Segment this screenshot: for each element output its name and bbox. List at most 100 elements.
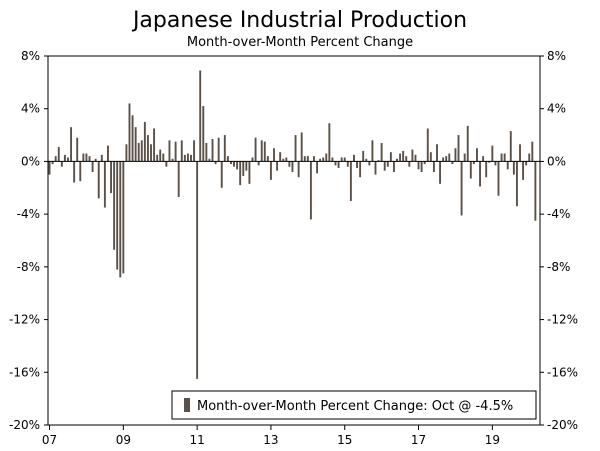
y-tick-label-right: 0% [547,154,566,168]
bar [208,158,211,162]
bar [309,161,312,220]
bar [359,161,362,178]
bars-group [48,70,537,379]
bar [439,161,442,184]
bar [479,161,481,187]
bar [276,161,279,171]
bar [60,161,63,167]
bar [100,154,103,162]
bar [491,145,494,162]
x-tick-label: 15 [337,433,352,447]
bar [482,156,485,162]
bar [146,135,149,162]
bar [230,161,232,165]
bar [472,161,475,165]
x-tick-labels: 07 09 11 13 15 17 19 [42,425,500,447]
bar [251,157,254,162]
bar [91,161,94,172]
bar [460,161,463,216]
bar [57,146,60,162]
bar [177,161,180,198]
bar [420,161,423,172]
bar [469,161,472,179]
bar [205,142,208,162]
bar [485,161,488,178]
y-tick-label-right: 4% [547,102,566,116]
bar [297,161,300,178]
bar [88,156,91,162]
bar [325,153,328,162]
bar [319,158,322,162]
bar [506,161,509,170]
bar [494,161,497,166]
y-tick-label-left: -16% [9,365,40,379]
bar [63,154,66,162]
bar [279,152,282,162]
bar [349,161,352,201]
bar [411,149,414,162]
bar [291,161,294,172]
bar [294,135,297,162]
bar [313,156,315,162]
bar [316,161,319,174]
bar [414,154,417,162]
y-tick-label-right: -4% [547,207,570,221]
bar [488,161,491,163]
bar [463,153,466,162]
bar [54,156,57,162]
bar [454,148,457,162]
bar [356,161,358,169]
bar [417,161,420,170]
bar [525,161,528,166]
bar [97,161,100,199]
bar [353,154,355,162]
bar [196,161,199,379]
bar [110,161,112,194]
bar [122,161,125,274]
bar [392,161,395,172]
bar [402,150,405,162]
bar [380,142,383,162]
y-tick-label-right: 8% [547,49,566,63]
bar [442,157,445,162]
bar [269,161,272,180]
bar [199,70,202,162]
bar [153,128,156,162]
bar [503,153,506,162]
bar [190,154,192,162]
y-tick-label-right: -16% [547,365,578,379]
bar [374,161,377,175]
bar [528,153,531,162]
bar [512,161,515,175]
bar [408,161,411,167]
bar [113,161,116,250]
legend-swatch [184,398,190,412]
bar [245,161,248,171]
bar [134,127,137,162]
bar [300,132,303,162]
bar [107,145,109,162]
y-tick-label-left: -4% [17,207,40,221]
bar [73,161,76,183]
bar [273,148,275,162]
bar [346,161,349,167]
bar [248,161,251,184]
bar [186,153,189,162]
x-tick-label: 09 [116,433,131,447]
bar [445,156,448,162]
chart-title: Japanese Industrial Production [131,8,467,33]
bar [214,161,217,165]
bar [306,156,309,162]
bar [165,161,168,167]
bar [94,158,97,162]
bar [515,161,518,207]
y-tick-marks [44,55,544,426]
bar [67,157,69,162]
bar [202,106,205,162]
bar [70,127,73,162]
bar [254,137,257,162]
bar [183,154,186,162]
bar [131,115,134,162]
bar [396,158,398,162]
